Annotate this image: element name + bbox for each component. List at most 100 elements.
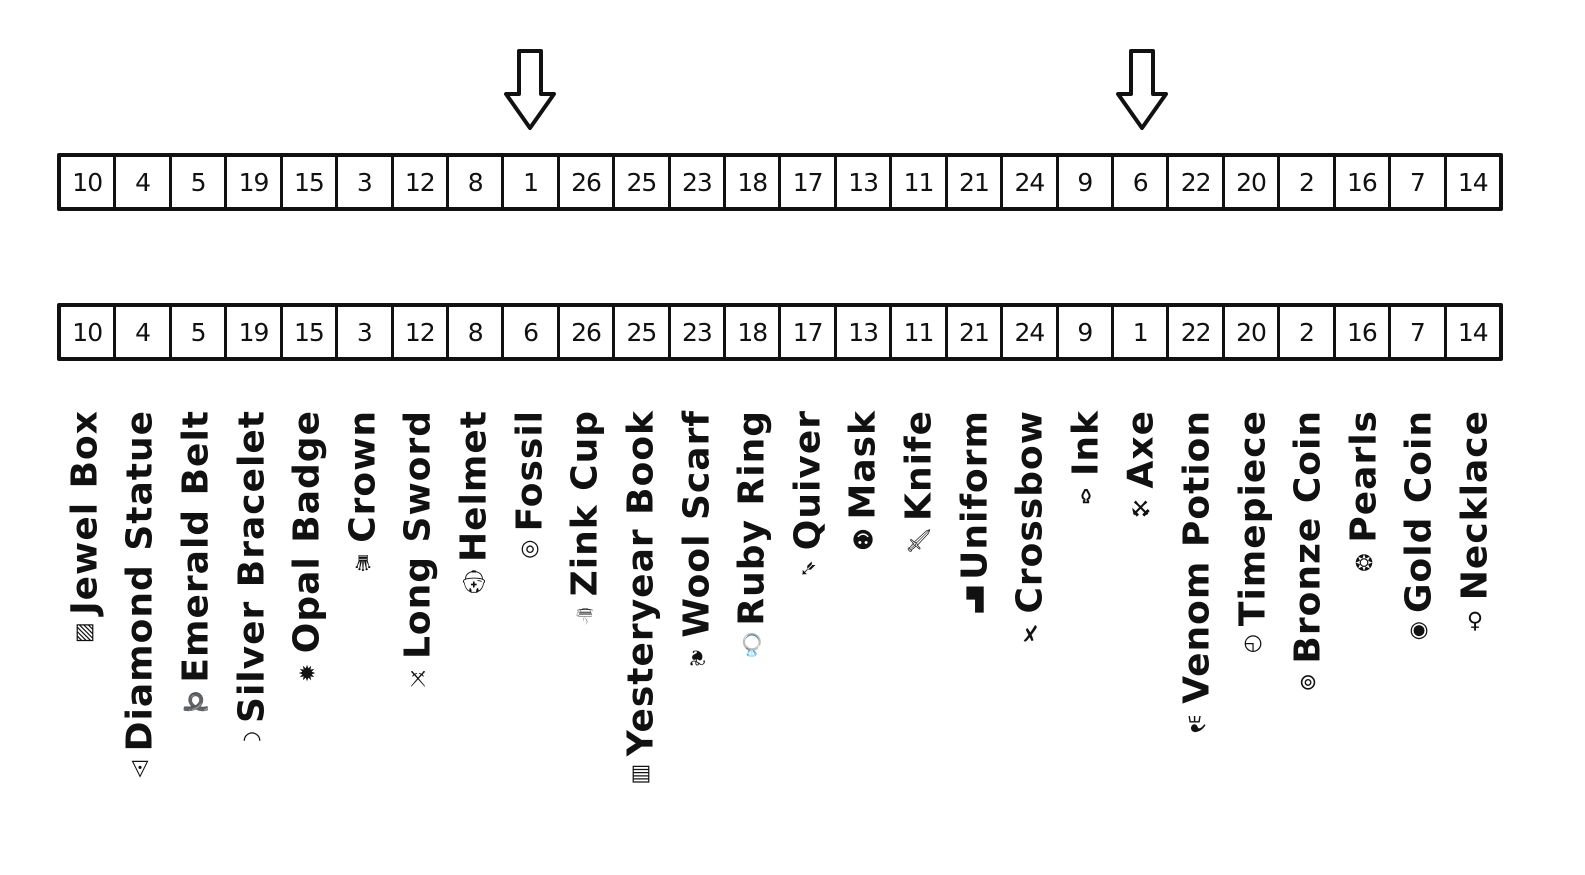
item-icon: 💍 (738, 631, 766, 657)
item-label: Quiver (787, 410, 829, 551)
top-number-row: 10 4 5 19 15 3 12 8 1 26 25 23 18 17 13 11 21 24 9 6 22 20 2 16… (57, 153, 1503, 211)
top-row-cell: 8 (449, 157, 505, 207)
item-icon: ⚔ (408, 665, 429, 691)
top-row-cell: 13 (837, 157, 893, 207)
top-row-cell: 21 (948, 157, 1004, 207)
top-row-cell: 14 (1457, 167, 1489, 197)
item-icon: ⚱ (1076, 481, 1095, 507)
item-label-column: ◡ Silver Bracelet (224, 410, 280, 850)
top-row-cell: 19 (227, 157, 283, 207)
item-label-column: ☻ Mask (836, 410, 892, 850)
bottom-row-cell: 12 (394, 307, 449, 357)
item-label: Emerald Belt (175, 410, 217, 683)
item-icon: ⛑ (460, 568, 489, 594)
item-icon: ♁ (1466, 606, 1484, 632)
bottom-row-cell: 22 (1169, 307, 1225, 357)
bottom-row-cell: 8 (449, 307, 505, 357)
bottom-row-cell: 5 (172, 307, 228, 357)
item-label: Uniform (954, 410, 996, 580)
item-label-column: ⚗ Venom Potion (1169, 410, 1225, 850)
top-row-cell: 7 (1391, 157, 1447, 207)
item-label: Ruby Ring (731, 410, 773, 626)
item-icon: ✹ (298, 659, 317, 685)
item-label-column: ▧ Jewel Box (57, 410, 113, 850)
item-icon: ◡ (242, 728, 262, 754)
item-icon: ☻ (851, 525, 875, 551)
top-row-cell: 20 (1225, 157, 1281, 207)
top-row-cell: 25 (615, 157, 671, 207)
item-icon: ➶ (798, 556, 817, 582)
item-label-column: ❦ Wool Scarf (669, 410, 725, 850)
bottom-row-cell: 20 (1225, 307, 1281, 357)
item-icon: ❦ (687, 643, 706, 669)
top-row-cell: 6 (1114, 157, 1170, 207)
bottom-row-cell: 4 (116, 307, 172, 357)
item-icon: ◉ (1409, 619, 1430, 645)
bottom-row-cell: 17 (781, 307, 837, 357)
item-icon: ♛ (352, 548, 373, 574)
item-icon: ⚒ (1131, 494, 1152, 520)
top-row-cell: 4 (116, 157, 172, 207)
item-label-column: ⚔ Long Sword (391, 410, 447, 850)
item-icon: ◬ (131, 757, 149, 783)
item-label-column: ▙ Uniform (947, 410, 1003, 850)
top-row-cell: 11 (892, 157, 948, 207)
bottom-number-row: 10 4 5 19 15 3 12 8 6 26 25 23 18 17 13 11 21 24 9 1 22 20 2 16… (57, 303, 1503, 361)
item-icon: ➰ (182, 688, 210, 714)
top-row-cell: 22 (1169, 157, 1225, 207)
top-row-cell: 9 (1059, 157, 1115, 207)
bottom-row-cell: 1 (1114, 307, 1170, 357)
bottom-row-cell: 6 (504, 307, 560, 357)
bottom-row-cell: 19 (227, 307, 283, 357)
item-labels: ▧ Jewel Box ◬ Diamond Statue ➰ Emerald Belt ◡ S… (57, 410, 1503, 850)
item-label-column: ♁ Necklace (1447, 410, 1503, 850)
top-row-cell: 17 (781, 157, 837, 207)
item-label-column: ➶ Quiver (780, 410, 836, 850)
bottom-row-cell: 13 (837, 307, 893, 357)
item-label-column: ♛ Crown (335, 410, 391, 850)
item-label: Venom Potion (1176, 410, 1218, 704)
item-label-column: ⊚ Bronze Coin (1280, 410, 1336, 850)
item-label-column: ▤ Yesteryear Book (613, 410, 669, 850)
item-label-column: ◉ Gold Coin (1392, 410, 1448, 850)
item-label: Crown (342, 410, 384, 543)
item-label: Opal Badge (286, 410, 328, 654)
item-label: Pearls (1343, 410, 1385, 543)
item-label-column: ⛑ Helmet (446, 410, 502, 850)
top-row-cell: 5 (172, 157, 228, 207)
bottom-row-cell: 11 (892, 307, 948, 357)
bottom-row-cell: 15 (283, 307, 339, 357)
bottom-row-cell: 7 (1391, 307, 1447, 357)
bottom-row-cell: 18 (726, 307, 782, 357)
item-label: Wool Scarf (676, 410, 717, 638)
top-row-cell: 16 (1336, 157, 1392, 207)
item-label-column: 💍 Ruby Ring (724, 410, 780, 850)
item-label: Fossil (509, 410, 551, 532)
item-label: Mask (842, 410, 884, 520)
item-icon: ◷ (1242, 632, 1263, 658)
top-row-cell: 26 (560, 157, 616, 207)
item-label: Axe (1120, 410, 1162, 489)
bottom-row-cell: 25 (615, 307, 671, 357)
item-label-column: ✗ Crossbow (1002, 410, 1058, 850)
item-icon: ▤ (630, 762, 652, 788)
item-label-column: ☕ Zink Cup (557, 410, 613, 850)
down-arrow-icon (503, 48, 557, 132)
item-label-column: ◎ Fossil (502, 410, 558, 850)
item-label: Timepiece (1232, 410, 1274, 627)
top-row-cell: 23 (671, 157, 727, 207)
item-label: Gold Coin (1398, 410, 1440, 614)
item-icon: ▙ (966, 585, 983, 611)
item-label-column: ➰ Emerald Belt (168, 410, 224, 850)
bottom-row-cell: 2 (1280, 307, 1336, 357)
top-row-cell: 3 (338, 157, 394, 207)
item-label: Knife (898, 410, 940, 521)
bottom-row-cell: 14 (1457, 317, 1489, 347)
bottom-row-cell: 16 (1336, 307, 1392, 357)
item-label-column: 🗡 Knife (891, 410, 947, 850)
top-row-cell: 18 (726, 157, 782, 207)
item-icon: 🗡 (904, 526, 933, 552)
item-label: Long Sword (397, 410, 439, 660)
down-arrow-icon (1115, 48, 1169, 132)
item-label: Necklace (1454, 410, 1496, 601)
